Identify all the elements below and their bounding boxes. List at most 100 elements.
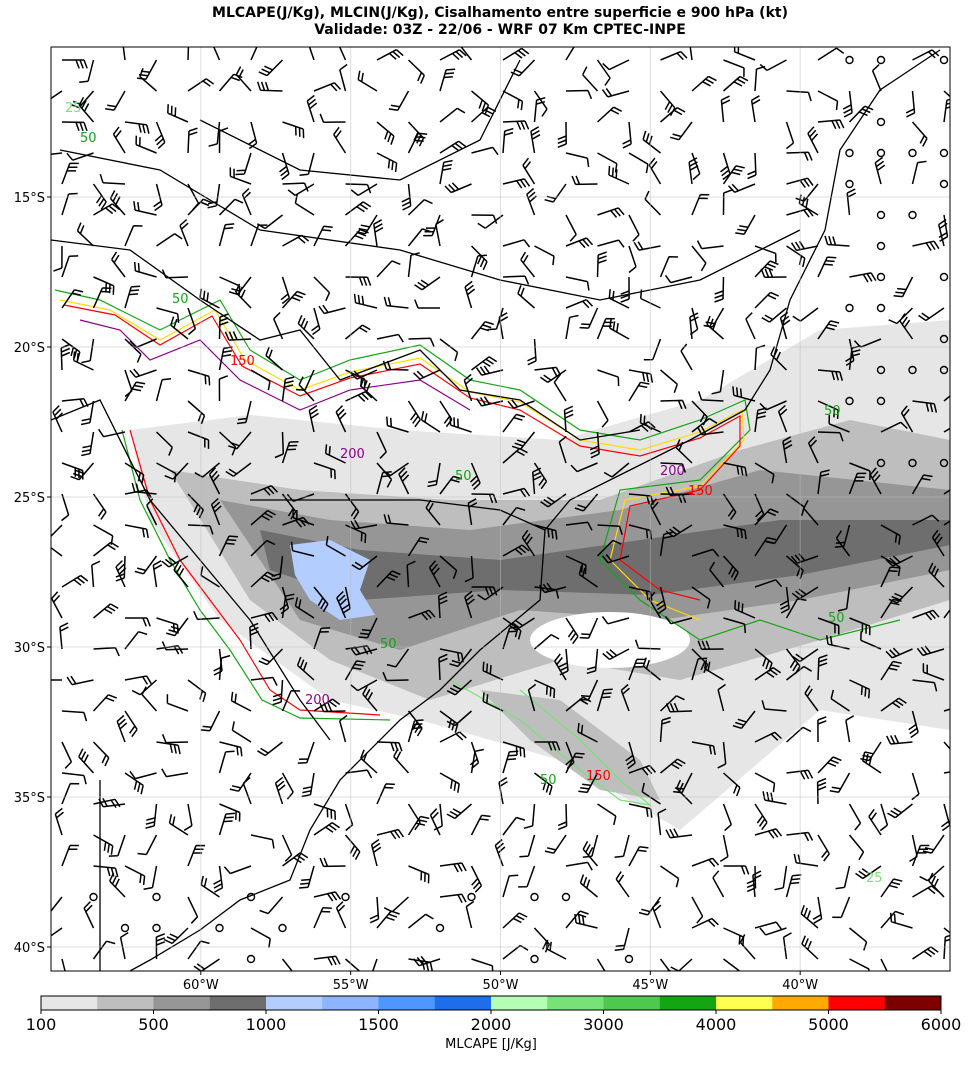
wind-barb: [376, 260, 401, 278]
wind-barb: [93, 603, 119, 619]
colorbar-tick-label: 5000: [808, 1015, 849, 1034]
wind-barb: [943, 489, 950, 495]
wind-barb: [754, 803, 768, 831]
wind-barb: [187, 127, 198, 154]
wind-barb: [597, 524, 623, 536]
wind-barb: [51, 679, 63, 681]
contour-label: 50: [80, 131, 97, 146]
wind-barb: [786, 769, 814, 780]
y-tick-label: 30°S: [14, 641, 45, 656]
wind-barb: [539, 369, 567, 384]
contour-label: 150: [688, 484, 713, 499]
wind-barb: [383, 896, 410, 913]
wind-barb: [628, 764, 657, 776]
x-tick-label: 40°W: [782, 978, 818, 993]
wind-barb: [565, 89, 593, 100]
wind-barb: [376, 910, 400, 929]
wind-barb: [544, 834, 567, 854]
wind-barb: [879, 803, 889, 832]
wind-barb: [51, 896, 63, 913]
wind-barb: [376, 121, 395, 145]
wind-barb: [179, 218, 189, 247]
wind-barb: [406, 560, 416, 588]
x-tick-label: 60°W: [183, 978, 219, 993]
wind-barb: [210, 497, 222, 526]
wind-barb: [376, 431, 387, 459]
wind-barb: [250, 611, 279, 623]
wind-barb: [92, 940, 116, 960]
wind-barb: [465, 900, 475, 929]
wind-barb: [51, 524, 63, 538]
wind-barb: [922, 834, 945, 854]
wind-barb: [133, 261, 157, 278]
wind-barb: [848, 834, 865, 861]
wind-barb: [386, 648, 410, 668]
wind-barb: [793, 853, 819, 867]
wind-barb: [339, 63, 348, 92]
wind-barb: [435, 219, 444, 247]
wind-barb: [860, 631, 882, 650]
wind-barb: [135, 135, 157, 154]
wind-barb: [124, 630, 148, 650]
wind-barb: [723, 59, 745, 77]
y-tick-label: 20°S: [14, 341, 45, 356]
colorbar-swatch: [153, 996, 211, 1010]
wind-barb: [97, 428, 126, 438]
wind-barb: [297, 314, 315, 340]
wind-barb: [407, 59, 425, 84]
wind-barb: [832, 896, 851, 919]
wind-barb: [642, 130, 661, 154]
calm-wind: [908, 458, 917, 468]
title: MLCAPE(J/Kg), MLCIN(J/Kg), Cisalhamento …: [212, 5, 788, 21]
wind-barb: [218, 346, 233, 371]
wind-barb: [313, 82, 342, 92]
wind-barb: [565, 910, 589, 929]
wind-barb: [92, 493, 107, 520]
wind-barb: [250, 509, 276, 526]
wind-barb: [785, 598, 807, 619]
wind-barb: [916, 645, 945, 657]
wind-barb: [297, 741, 315, 764]
wind-barb: [124, 121, 150, 134]
wind-barb: [817, 469, 830, 495]
wind-barb: [848, 105, 874, 123]
wind-barb: [256, 81, 283, 92]
wind-barb: [943, 741, 950, 750]
wind-barb: [828, 414, 850, 433]
wind-barb: [664, 615, 693, 625]
contour-label: 50: [380, 637, 397, 652]
wind-barb: [565, 555, 587, 575]
wind-barb: [861, 751, 882, 774]
wind-barb: [579, 617, 599, 639]
colorbar-swatch: [41, 996, 98, 1010]
calm-wind: [876, 55, 886, 65]
wind-barb: [382, 671, 409, 682]
wind-barb: [313, 276, 331, 302]
wind-barb: [59, 622, 69, 650]
wind-barb: [628, 658, 646, 681]
wind-barb: [477, 214, 504, 229]
wind-barb: [281, 834, 293, 862]
wind-barb: [345, 324, 371, 340]
wind-barb: [437, 591, 448, 619]
wind-barb: [849, 272, 877, 283]
wind-barb: [597, 369, 620, 387]
wind-barb: [817, 47, 845, 61]
wind-barb: [124, 772, 144, 795]
border: [199, 59, 521, 181]
wind-barb: [520, 251, 536, 278]
colorbar-swatch: [97, 996, 154, 1010]
wind-barb: [439, 140, 467, 154]
wind-barb: [469, 462, 481, 490]
colorbar-tick-label: 500: [138, 1015, 169, 1034]
wind-barb: [578, 772, 599, 794]
wind-barb: [152, 560, 163, 588]
wind-barb: [553, 374, 567, 402]
wind-barb: [544, 183, 567, 203]
wind-barb: [133, 201, 157, 216]
wind-barb: [470, 245, 488, 271]
wind-barb: [470, 254, 487, 278]
wind-barb: [131, 482, 157, 495]
wind-barb: [257, 214, 283, 230]
wind-barb: [349, 646, 378, 656]
